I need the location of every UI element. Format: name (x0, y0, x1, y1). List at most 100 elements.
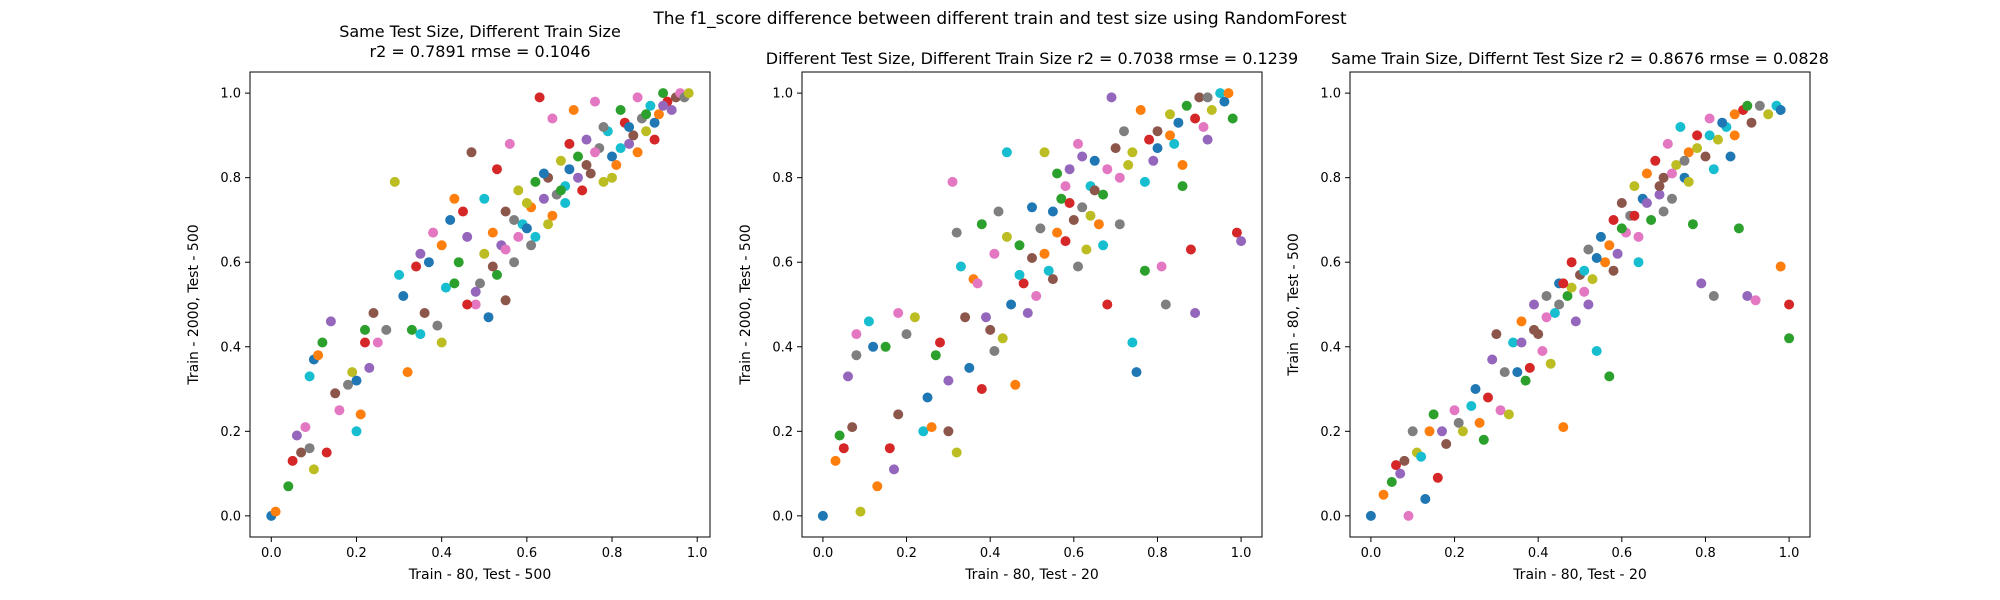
data-point (432, 320, 443, 331)
data-point (1139, 265, 1150, 276)
data-point (330, 388, 341, 399)
data-point (1675, 122, 1686, 132)
x-tick-label: 0.2 (896, 546, 917, 561)
x-tick-label: 0.4 (1528, 546, 1549, 561)
data-point (287, 455, 298, 466)
data-point (1428, 409, 1439, 420)
x-tick-label: 0.8 (1147, 546, 1168, 561)
data-point (317, 337, 328, 348)
data-point (547, 210, 558, 221)
data-point (291, 430, 302, 441)
data-point (1152, 126, 1163, 137)
data-point (1039, 248, 1050, 259)
x-tick-label: 0.6 (1611, 546, 1632, 561)
data-point (466, 147, 477, 158)
data-point (1633, 257, 1644, 268)
data-point (1729, 109, 1740, 120)
data-point (1604, 240, 1615, 251)
data-point (547, 113, 558, 124)
data-point (521, 223, 532, 234)
data-point (1098, 189, 1109, 200)
data-point (1483, 392, 1493, 403)
subplot-3: Same Train Size, Differnt Test Size r2 =… (1286, 49, 1829, 583)
subplot-title-line: Same Train Size, Differnt Test Size r2 =… (1331, 49, 1829, 68)
data-point (1466, 401, 1477, 411)
data-point (1110, 143, 1121, 154)
scatter-points (266, 88, 694, 521)
data-point (1165, 109, 1175, 120)
data-point (1570, 316, 1581, 327)
scatter-points (1365, 100, 1795, 521)
data-point (1068, 215, 1079, 225)
data-point (419, 308, 430, 318)
data-point (1131, 367, 1142, 378)
data-point (1700, 151, 1711, 162)
data-point (453, 257, 464, 268)
data-point (1391, 460, 1401, 471)
data-point (1407, 426, 1418, 437)
subplot-2: Different Test Size, Different Train Siz… (738, 49, 1298, 583)
data-point (901, 329, 912, 340)
data-point (1206, 105, 1217, 115)
data-point (943, 426, 954, 437)
x-tick-label: 0.8 (602, 546, 623, 561)
data-point (1717, 117, 1728, 128)
data-point (1031, 291, 1042, 301)
data-point (658, 100, 669, 111)
data-point (951, 227, 962, 238)
data-point (1127, 147, 1138, 158)
data-point (1583, 244, 1594, 255)
data-point (1010, 379, 1021, 390)
data-point (270, 506, 281, 517)
data-point (851, 329, 862, 340)
data-point (304, 443, 315, 454)
data-point (1549, 308, 1560, 318)
data-point (313, 350, 324, 361)
data-point (389, 176, 400, 187)
data-point (1073, 138, 1083, 149)
data-point (834, 430, 845, 441)
data-point (1558, 422, 1569, 433)
data-point (1541, 312, 1552, 323)
data-point (1420, 494, 1431, 504)
data-point (479, 248, 490, 259)
y-axis-label: Train - 2000, Test - 500 (738, 224, 754, 385)
data-point (1022, 308, 1033, 318)
data-point (1202, 134, 1213, 145)
data-point (1106, 92, 1117, 103)
y-tick-label: 0.4 (772, 340, 793, 355)
data-point (1671, 160, 1682, 170)
scatter-points (817, 88, 1247, 521)
data-point (436, 337, 447, 348)
data-point (1453, 417, 1464, 428)
data-point (893, 308, 904, 318)
data-point (555, 155, 566, 166)
data-point (889, 464, 899, 475)
data-point (1658, 206, 1669, 217)
data-point (500, 206, 511, 217)
data-point (381, 324, 392, 335)
data-point (893, 409, 904, 420)
data-point (628, 130, 639, 141)
data-point (296, 447, 307, 458)
data-point (1077, 202, 1088, 213)
data-point (521, 198, 532, 208)
data-point (1763, 109, 1774, 120)
data-point (1098, 240, 1109, 251)
data-point (863, 316, 874, 327)
data-point (364, 362, 375, 373)
data-point (1119, 126, 1129, 137)
data-point (624, 138, 635, 149)
data-point (641, 126, 652, 137)
data-point (1608, 265, 1619, 276)
data-point (300, 422, 311, 433)
data-point (428, 227, 439, 238)
data-point (1089, 155, 1100, 166)
data-point (1127, 337, 1138, 348)
data-point (1633, 231, 1644, 242)
data-point (543, 219, 554, 230)
data-point (1775, 261, 1786, 272)
data-point (394, 269, 405, 280)
figure-suptitle: The f1_score difference between differen… (652, 9, 1347, 29)
data-point (598, 122, 609, 132)
